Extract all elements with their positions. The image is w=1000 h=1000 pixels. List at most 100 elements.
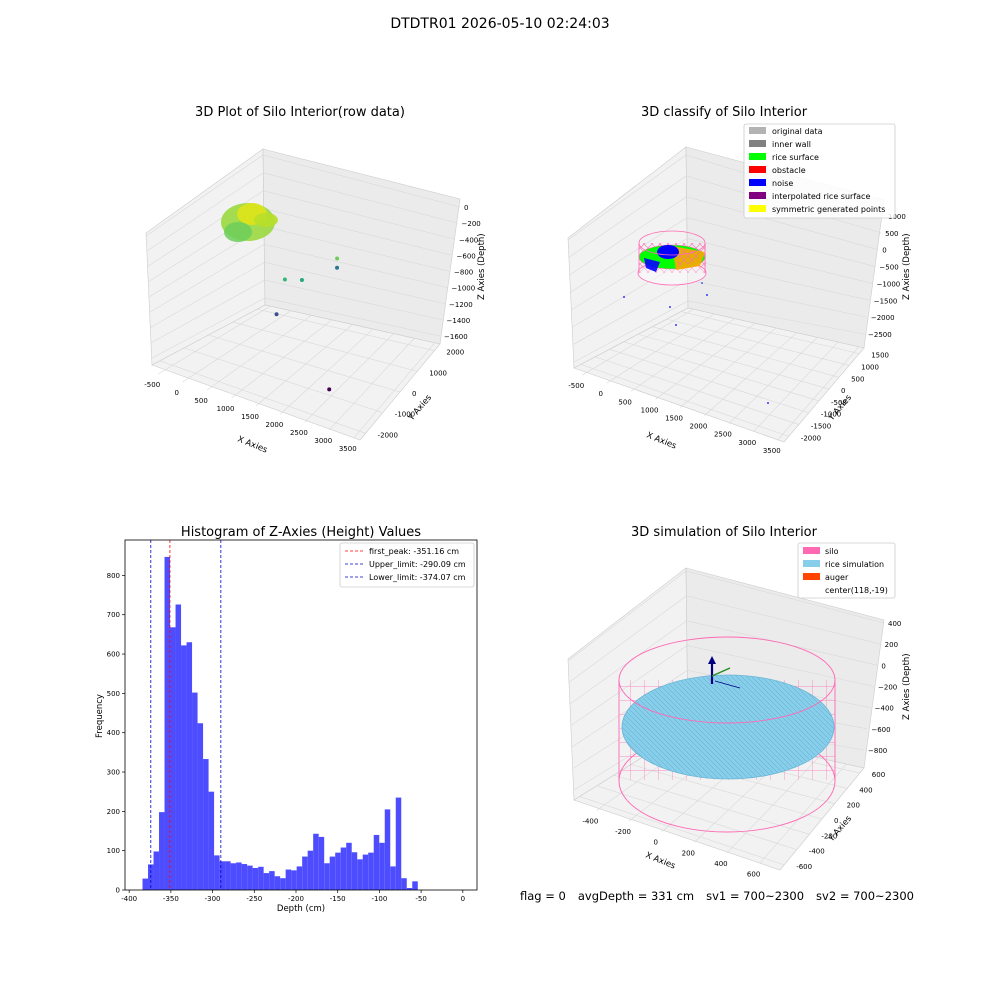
histogram-x-tick-label: -400	[121, 895, 137, 903]
histogram-bar	[285, 869, 292, 890]
classify-3d-x-gridline	[704, 332, 797, 416]
histogram-bar	[324, 863, 330, 890]
raw-3d-z-tick-label: −200	[462, 220, 481, 228]
classify-3d-ylabel: Y Axies	[826, 393, 854, 424]
histogram-bar	[302, 856, 308, 890]
simulation-3d-legend: silo rice simulation auger center(118,-19)	[797, 542, 896, 599]
raw-3d-x-tick-label: 3000	[314, 437, 332, 445]
simulation-3d-x-tick-label: -200	[615, 828, 631, 836]
simulation-3d-zlabel: Z Axies (Depth)	[902, 653, 912, 720]
histogram-x-tick-label: -150	[330, 895, 346, 903]
histogram-bar	[252, 867, 259, 890]
raw-3d-y-tick-label: -2000	[378, 431, 398, 439]
classify-3d-legend: original data inner wall rice surface obsta…	[743, 123, 896, 219]
raw-3d-z-ticks: 0 −200 −400 −600 −800 −1000 −1200 −1400 −1600	[444, 204, 481, 341]
classify-3d-z-gridline	[570, 217, 876, 293]
simulation-3d-y-tick-label: 400	[859, 786, 872, 794]
raw-3d-zlabel: Z Axies (Depth)	[477, 233, 487, 300]
classify-3d-x-tick-label: 1500	[665, 415, 683, 423]
raw-3d-z-gridline	[145, 154, 461, 237]
simulation-3d-z-tick-label: −800	[868, 747, 887, 755]
histogram-bar	[214, 855, 220, 890]
histogram-y-tick-label: 300	[107, 769, 120, 777]
raw-3d-z-tick-label: −400	[459, 236, 478, 244]
histogram-bar	[219, 861, 226, 890]
simulation-3d-z-tick-label: 200	[885, 641, 898, 649]
simulation-3d-z-gridline	[570, 645, 875, 726]
classify-3d-x-tick-label: 3500	[763, 447, 781, 455]
histogram-bar	[142, 878, 149, 890]
raw-3d-x-tick-label: 0	[174, 389, 178, 397]
histogram-legend: first_peak: -351.16 cm Upper_limit: -290.…	[339, 542, 475, 588]
raw-3d-gridlines	[145, 154, 461, 439]
histogram-bar	[346, 842, 352, 890]
histogram-y-tick-label: 600	[107, 651, 120, 659]
classify-3d-x-gridline	[606, 313, 715, 384]
simulation-3d-y-tick-label: -400	[809, 848, 825, 856]
raw-3d-z-tick-label: −600	[457, 252, 476, 260]
classify-3d-x-tick-label: 1000	[641, 406, 659, 414]
histogram-bar	[274, 876, 281, 890]
simulation-3d-y-tick-label: -600	[796, 863, 812, 871]
histogram-bar	[340, 847, 347, 890]
classify-3d-x-gridline	[630, 318, 735, 392]
histogram-x-tick-label: -200	[288, 895, 304, 903]
classify-3d-y-tick-label: -1000	[821, 411, 841, 419]
classify-legend-swatch	[749, 127, 766, 134]
histogram-bar	[164, 556, 171, 890]
simulation-3d-z-gridline	[567, 570, 885, 662]
simulation-3d-z-gridline	[568, 595, 881, 683]
classify-legend-label: symmetric generated points	[772, 205, 885, 214]
histogram-bar	[406, 888, 413, 890]
histogram-y-tick-label: 800	[107, 572, 120, 580]
raw-3d-z-tick-label: −1400	[447, 317, 471, 325]
classify-3d-y-tick-label: -500	[831, 399, 847, 407]
histogram-legend-label: Upper_limit: -290.09 cm	[369, 560, 466, 569]
raw-3d-x-tick-label: 1000	[217, 405, 235, 413]
classify-3d-z-gridline	[569, 196, 879, 276]
raw-3d-y-tick-label: 2000	[446, 349, 464, 357]
simulation-3d-y-tick-label: 200	[847, 802, 860, 810]
status-line: flag = 0 avgDepth = 331 cm sv1 = 700~2300 s…	[520, 889, 926, 903]
simulation-3d-y-tick-label: 600	[872, 771, 885, 779]
raw-3d-point	[327, 387, 332, 392]
classify-3d-z-tick-label: 1000	[888, 213, 906, 221]
classify-3d-y-gridline	[580, 364, 789, 437]
histogram-y-tick-label: 200	[107, 808, 120, 816]
histogram-y-tick-label: 700	[107, 611, 120, 619]
simulation-3d-x-tick-label: 0	[653, 839, 657, 847]
raw-3d-ylabel: Y Axies	[406, 393, 434, 424]
classify-legend-label: interpolated rice surface	[772, 192, 870, 201]
raw-3d-y-gridline	[184, 347, 383, 413]
histogram-panel: Histogram of Z-Axies (Height) Values -40…	[95, 525, 478, 914]
raw-3d-y-tick-label: 0	[412, 390, 416, 398]
histogram-bar	[280, 878, 286, 890]
histogram-bar	[269, 871, 275, 890]
simulation-3d-z-tick-label: −600	[871, 726, 890, 734]
classify-3d-x-tick-label: 500	[618, 398, 631, 406]
classify-legend-swatch	[749, 192, 766, 199]
simulation-3d-panel: 3D simulation of Silo Interior -400 -200 0…	[567, 525, 912, 878]
histogram-bar	[351, 852, 358, 890]
histogram-legend-label: first_peak: -351.16 cm	[369, 547, 459, 556]
classify-3d-z-tick-label: −2000	[871, 314, 895, 322]
simulation-legend-label: auger	[825, 573, 849, 582]
histogram-bar	[175, 604, 182, 890]
histogram-x-tick-label: -250	[246, 895, 262, 903]
raw-3d-x-tick-label: -500	[144, 381, 160, 389]
classify-3d-x-gridline	[679, 327, 777, 408]
simulation-3d-silo	[618, 636, 836, 833]
raw-3d-z-gridline	[150, 261, 446, 328]
raw-3d-blob	[221, 203, 278, 242]
histogram-xlabel: Depth (cm)	[277, 904, 325, 914]
histogram-vlines	[150, 540, 222, 890]
simulation-3d-x-tick-label: 200	[682, 849, 695, 857]
raw-3d-z-tick-label: −1200	[449, 301, 473, 309]
status-sv1: sv1 = 700~2300	[706, 889, 805, 903]
histogram-bar	[362, 854, 369, 890]
raw-3d-z-gridline	[149, 244, 448, 313]
classify-3d-y-tick-label: -2000	[801, 434, 821, 442]
raw-3d-x-gridline	[182, 310, 291, 383]
raw-3d-x-gridline	[280, 328, 374, 415]
